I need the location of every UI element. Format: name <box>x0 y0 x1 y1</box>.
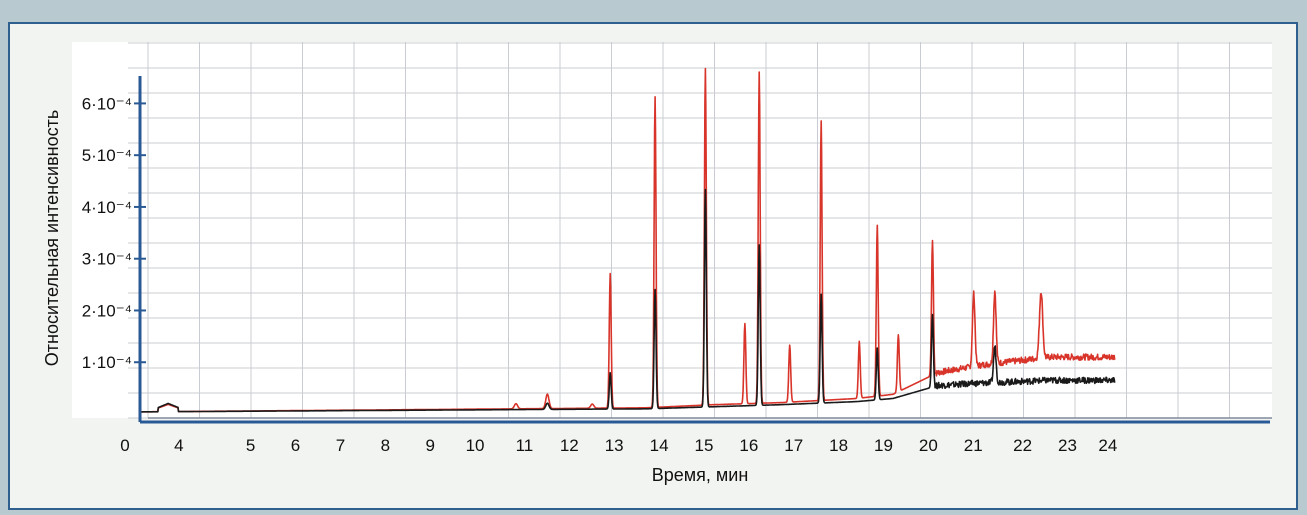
x-tick-label: 4 <box>174 436 183 455</box>
x-tick-label: 13 <box>605 436 624 455</box>
x-tick-labels: 0 4 5 6 7 8 9 10 11 12 13 14 15 16 17 18 19 20 21 22 23 24 <box>120 436 1117 455</box>
series-layer <box>138 67 1116 413</box>
x-tick-label: 18 <box>829 436 848 455</box>
y-axis-title: Относительная интенсивность <box>42 110 62 366</box>
x-tick-label: 0 <box>120 436 129 455</box>
y-tick-labels: 1·10⁻⁴ 2·10⁻⁴ 3·10⁻⁴ 4·10⁻⁴ 5·10⁻⁴ 6·10⁻⁴ <box>82 94 146 372</box>
y-tick-label: 3·10⁻⁴ <box>82 250 132 269</box>
x-tick-label: 16 <box>739 436 758 455</box>
x-tick-label: 14 <box>650 436 669 455</box>
x-tick-label: 22 <box>1013 436 1032 455</box>
chart-figure: 0 4 5 6 7 8 9 10 11 12 13 14 15 16 17 18 19 20 21 22 23 24 1·… <box>8 22 1298 510</box>
x-tick-label: 21 <box>964 436 983 455</box>
x-axis-title: Время, мин <box>652 465 749 485</box>
x-tick-label: 23 <box>1058 436 1077 455</box>
x-tick-label: 11 <box>516 436 534 455</box>
y-tick-label: 2·10⁻⁴ <box>82 301 132 320</box>
axes <box>138 76 1272 424</box>
y-tick-label: 4·10⁻⁴ <box>82 198 132 217</box>
plot-area <box>72 42 1272 418</box>
x-tick-label: 6 <box>291 436 300 455</box>
x-tick-label: 19 <box>874 436 893 455</box>
y-tick-label: 6·10⁻⁴ <box>82 94 132 113</box>
y-tick-label: 5·10⁻⁴ <box>82 146 132 165</box>
x-tick-label: 17 <box>784 436 803 455</box>
x-tick-label: 10 <box>466 436 485 455</box>
x-tick-label: 20 <box>919 436 938 455</box>
x-tick-label: 12 <box>560 436 579 455</box>
series-line-black <box>138 188 1116 413</box>
chromatogram-chart: 0 4 5 6 7 8 9 10 11 12 13 14 15 16 17 18 19 20 21 22 23 24 1·… <box>42 42 1272 485</box>
x-tick-label: 9 <box>425 436 434 455</box>
x-tick-label: 15 <box>694 436 713 455</box>
x-tick-label: 24 <box>1098 436 1117 455</box>
y-tick-label: 1·10⁻⁴ <box>82 353 132 372</box>
x-tick-label: 8 <box>381 436 390 455</box>
x-tick-label: 5 <box>246 436 255 455</box>
x-tick-label: 7 <box>336 436 345 455</box>
